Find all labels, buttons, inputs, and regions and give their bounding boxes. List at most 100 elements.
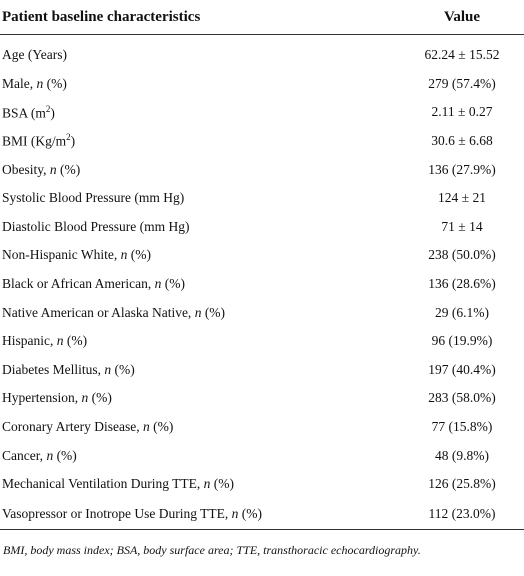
label-text: n bbox=[203, 476, 211, 492]
label-text: (%) bbox=[63, 333, 88, 349]
label-text: BSA (m bbox=[2, 105, 46, 121]
header-cell: Value bbox=[400, 0, 524, 35]
label-text: n bbox=[154, 276, 162, 292]
table-row: Age (Years) 62.24 ± 15.52 bbox=[0, 35, 524, 70]
label-text: Systolic Blood Pressure (mm Hg) bbox=[2, 190, 185, 206]
label-text: n bbox=[104, 361, 112, 377]
table-header: Patient baseline characteristics Value bbox=[0, 0, 524, 35]
table-row: Mechanical Ventilation During TTE, n (%)… bbox=[0, 470, 524, 499]
label-text: Vasopressor or Inotrope Use During TTE, bbox=[2, 505, 232, 521]
label-text: (%) bbox=[56, 161, 81, 177]
row-value: 136 (27.9%) bbox=[428, 161, 496, 177]
label-text: Native American or Alaska Native, bbox=[2, 304, 195, 320]
label-text: Non-Hispanic White, bbox=[2, 247, 121, 263]
table-row: Systolic Blood Pressure (mm Hg) 124 ± 21 bbox=[0, 184, 524, 213]
table-row: Non-Hispanic White, n (%) 238 (50.0%) bbox=[0, 241, 524, 270]
row-label: Diabetes Mellitus, n (%) bbox=[0, 356, 400, 385]
row-value: 30.6 ± 6.68 bbox=[431, 133, 493, 149]
table-row: Hispanic, n (%) 96 (19.9%) bbox=[0, 327, 524, 356]
label-text: (%) bbox=[201, 304, 226, 320]
footnote: BMI, body mass index; BSA, body surface … bbox=[3, 542, 421, 557]
label-text: (%) bbox=[161, 276, 185, 292]
label-text: Black or African American, bbox=[2, 276, 155, 292]
table-row: Coronary Artery Disease, n (%) 77 (15.8%) bbox=[0, 413, 524, 442]
label-text: Cancer, bbox=[2, 447, 47, 463]
label-text: (%) bbox=[238, 505, 262, 521]
label-text: (%) bbox=[88, 390, 112, 406]
row-value: 2.11 ± 0.27 bbox=[431, 104, 493, 120]
label-text: n bbox=[56, 333, 64, 349]
label-text: n bbox=[120, 247, 128, 263]
row-label: Black or African American, n (%) bbox=[0, 270, 400, 299]
label-text: Diastolic Blood Pressure (mm Hg) bbox=[2, 218, 190, 234]
label-text: n bbox=[46, 447, 54, 463]
label-text: Diabetes Mellitus, bbox=[2, 361, 105, 377]
label-text: Obesity, bbox=[2, 161, 50, 177]
table-row: Cancer, n (%) 48 (9.8%) bbox=[0, 441, 524, 470]
row-label: BMI (Kg/m2) bbox=[0, 127, 400, 156]
label-text: ) bbox=[70, 133, 76, 149]
row-label: Male, n (%) bbox=[0, 70, 400, 99]
table-row: Native American or Alaska Native, n (%) 2… bbox=[0, 298, 524, 327]
row-label: Systolic Blood Pressure (mm Hg) bbox=[0, 184, 400, 213]
label-text: n bbox=[49, 161, 57, 177]
table-row: Obesity, n (%) 136 (27.9%) bbox=[0, 155, 524, 184]
row-value: 96 (19.9%) bbox=[431, 333, 493, 349]
row-value: 136 (28.6%) bbox=[428, 276, 496, 292]
row-value: 283 (58.0%) bbox=[428, 390, 496, 406]
label-text: n bbox=[142, 419, 150, 435]
label-text: n bbox=[231, 505, 239, 521]
row-label: Native American or Alaska Native, n (%) bbox=[0, 298, 400, 327]
label-text: Age (Years) bbox=[2, 47, 67, 63]
label-text: 2 bbox=[45, 103, 51, 114]
header-cell: Patient baseline characteristics bbox=[0, 0, 400, 35]
row-label: Age (Years) bbox=[0, 35, 400, 70]
row-label: Obesity, n (%) bbox=[0, 155, 400, 184]
label-text: Mechanical Ventilation During TTE, bbox=[2, 476, 204, 492]
label-text: BMI (Kg/m bbox=[2, 133, 67, 149]
row-value: 124 ± 21 bbox=[438, 190, 486, 206]
table-row: BSA (m2) 2.11 ± 0.27 bbox=[0, 98, 524, 127]
label-text: (%) bbox=[149, 419, 174, 435]
table-body: Age (Years) 62.24 ± 15.52 Male, n (%) 279 (… bbox=[0, 35, 524, 530]
table-row: BMI (Kg/m2) 30.6 ± 6.68 bbox=[0, 127, 524, 156]
table-row: Diastolic Blood Pressure (mm Hg) 71 ± 14 bbox=[0, 213, 524, 242]
data-table: Patient baseline characteristics Value A… bbox=[0, 0, 524, 530]
row-value: 71 ± 14 bbox=[441, 218, 483, 234]
row-label: Hypertension, n (%) bbox=[0, 384, 400, 413]
label-text: n bbox=[194, 304, 202, 320]
row-value: 29 (6.1%) bbox=[435, 304, 489, 320]
label-text: (%) bbox=[127, 247, 151, 263]
row-label: Mechanical Ventilation During TTE, n (%) bbox=[0, 470, 400, 499]
row-value: 279 (57.4%) bbox=[428, 75, 496, 91]
label-text: (%) bbox=[210, 476, 234, 492]
row-label: Hispanic, n (%) bbox=[0, 327, 400, 356]
row-label: Cancer, n (%) bbox=[0, 441, 400, 470]
row-label: Diastolic Blood Pressure (mm Hg) bbox=[0, 213, 400, 242]
row-label: Coronary Artery Disease, n (%) bbox=[0, 413, 400, 442]
label-text: (%) bbox=[111, 361, 135, 377]
row-value: 112 (23.0%) bbox=[400, 498, 524, 530]
label-text: Hispanic, bbox=[2, 333, 57, 349]
row-value: 197 (40.4%) bbox=[428, 361, 496, 377]
header-row: Patient baseline characteristics Value bbox=[0, 0, 524, 35]
label-text: (%) bbox=[43, 75, 67, 91]
row-value: 77 (15.8%) bbox=[431, 419, 493, 435]
label-text: n bbox=[81, 390, 89, 406]
label-text: n bbox=[36, 75, 44, 91]
table-row: Vasopressor or Inotrope Use During TTE, … bbox=[0, 498, 524, 530]
table-row: Hypertension, n (%) 283 (58.0%) bbox=[0, 384, 524, 413]
row-value: 48 (9.8%) bbox=[435, 447, 489, 463]
row-value: 62.24 ± 15.52 bbox=[424, 47, 500, 63]
table-row: Diabetes Mellitus, n (%) 197 (40.4%) bbox=[0, 356, 524, 385]
label-text: ) bbox=[50, 105, 55, 121]
label-text: Male, bbox=[2, 75, 37, 91]
label-text: Coronary Artery Disease, bbox=[2, 419, 143, 435]
label-text: Hypertension, bbox=[2, 390, 82, 406]
label-text: 2 bbox=[66, 132, 71, 143]
table-row: Black or African American, n (%) 136 (28.… bbox=[0, 270, 524, 299]
row-value: 126 (25.8%) bbox=[428, 476, 496, 492]
table-row: Male, n (%) 279 (57.4%) bbox=[0, 70, 524, 99]
row-value: 238 (50.0%) bbox=[428, 247, 496, 263]
